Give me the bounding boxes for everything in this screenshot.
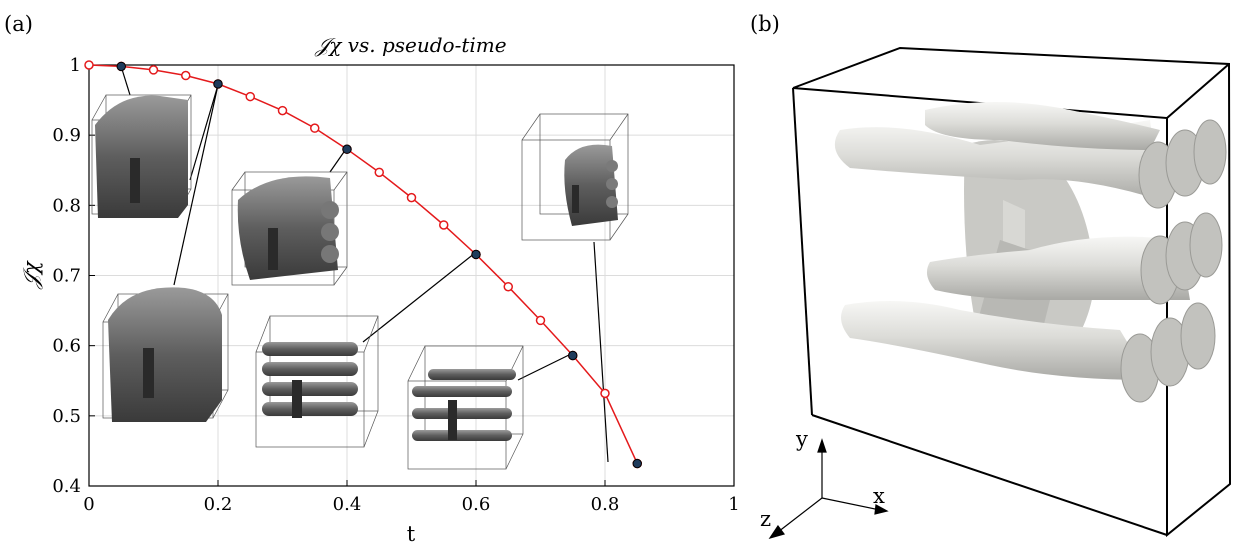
x-tick-label: 0.6 bbox=[462, 494, 491, 515]
tube-structure bbox=[834, 101, 1227, 403]
y-axis-label: 𝒥χ bbox=[19, 260, 43, 289]
y-tick-label: 1 bbox=[70, 55, 81, 76]
axis-z-label: z bbox=[760, 507, 771, 531]
connector-4 bbox=[329, 148, 347, 173]
axis-ticks: 0 0.2 0.4 0.6 0.8 1 0.4 0.5 0.6 0.7 0.8 0.9 1 bbox=[52, 55, 739, 515]
inset-design-3 bbox=[231, 171, 348, 286]
tube-cap bbox=[1193, 119, 1227, 185]
highlighted-point bbox=[471, 249, 481, 260]
highlighted-point bbox=[632, 458, 642, 469]
data-point bbox=[374, 167, 384, 178]
chart-a: 𝒥χ vs. pseudo-time 0 0.2 0.4 0.6 0.8 10.40.50… bbox=[19, 33, 740, 546]
y-tick-label: 0.6 bbox=[52, 336, 81, 357]
x-tick-label: 0.2 bbox=[204, 494, 233, 515]
tube-cap bbox=[1189, 212, 1223, 278]
chart-title: 𝒥χ vs. pseudo-time bbox=[314, 33, 506, 57]
data-point bbox=[181, 70, 191, 81]
y-tick-label: 0.7 bbox=[52, 266, 81, 287]
data-point bbox=[406, 192, 417, 203]
highlighted-point bbox=[568, 350, 578, 361]
y-tick-label: 0.9 bbox=[52, 125, 81, 146]
data-point bbox=[148, 65, 159, 75]
connector-6 bbox=[517, 353, 572, 381]
data-point bbox=[439, 220, 449, 230]
highlighted-point bbox=[342, 144, 352, 154]
x-tick-label: 1 bbox=[728, 494, 739, 515]
y-tick-label: 0.4 bbox=[52, 476, 81, 497]
inset-connectors bbox=[120, 65, 609, 463]
data-point bbox=[600, 388, 610, 399]
inset-design-6 bbox=[521, 113, 629, 241]
render-3d: y x z bbox=[760, 46, 1232, 540]
connector-5 bbox=[362, 252, 476, 343]
panel-a-label: (a) bbox=[4, 12, 33, 36]
panel-b-label: (b) bbox=[750, 12, 780, 36]
tube-cap bbox=[1180, 302, 1216, 370]
data-point bbox=[277, 105, 288, 116]
axis-x-label: x bbox=[873, 484, 885, 508]
y-tick-label: 0.5 bbox=[52, 406, 81, 427]
inset-designs bbox=[91, 65, 629, 470]
highlighted-point bbox=[213, 79, 223, 89]
inset-design-2 bbox=[102, 287, 229, 422]
y-tick-label: 0.8 bbox=[52, 195, 81, 216]
x-axis-label: t bbox=[407, 522, 416, 546]
axis-triad bbox=[768, 438, 889, 540]
data-point bbox=[503, 281, 513, 292]
inset-design-4 bbox=[255, 315, 379, 448]
data-point bbox=[535, 315, 546, 326]
data-point bbox=[245, 91, 255, 102]
series-markers bbox=[84, 60, 642, 469]
data-point bbox=[310, 123, 320, 133]
x-tick-label: 0.4 bbox=[333, 494, 362, 515]
connector-2 bbox=[189, 84, 219, 181]
cube-frame bbox=[792, 46, 1232, 538]
highlighted-point bbox=[116, 61, 126, 72]
data-point bbox=[84, 60, 94, 70]
x-tick-label: 0.8 bbox=[591, 494, 620, 515]
x-tick-label: 0 bbox=[83, 494, 94, 515]
axis-y-label: y bbox=[795, 427, 808, 451]
inset-design-5 bbox=[407, 345, 524, 470]
inset-design-1 bbox=[91, 94, 192, 218]
series-line bbox=[88, 64, 638, 464]
connector-7 bbox=[593, 241, 609, 463]
connector-3 bbox=[173, 84, 219, 286]
